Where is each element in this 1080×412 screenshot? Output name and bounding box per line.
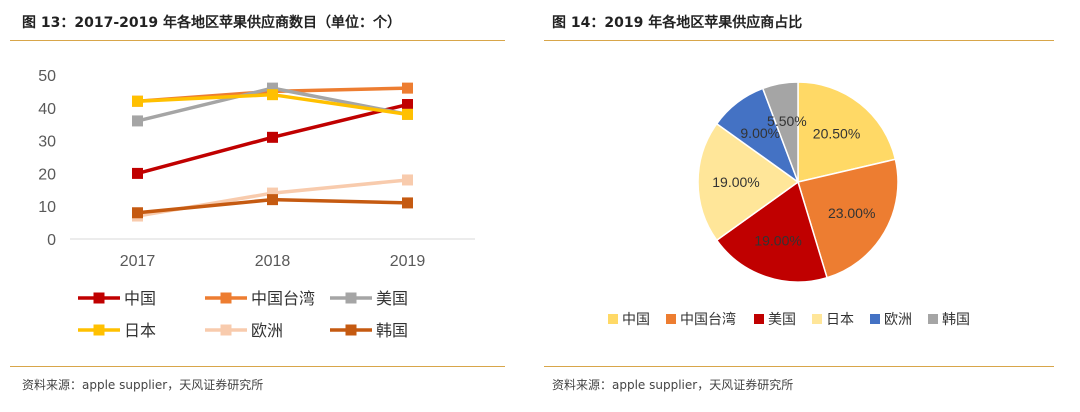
legend-label-5: 韩国 xyxy=(376,321,408,340)
pie-legend-label-0: 中国 xyxy=(622,312,650,328)
y-tick-label: 40 xyxy=(38,101,56,118)
series-point-4-2 xyxy=(402,174,413,186)
legend-label-2: 美国 xyxy=(376,289,408,308)
pie-legend-label-2: 美国 xyxy=(768,312,796,328)
x-tick-label: 2018 xyxy=(255,253,291,270)
series-point-3-0 xyxy=(132,95,143,107)
series-point-3-1 xyxy=(267,89,278,101)
left-source-note: 资料来源：apple supplier，天风证券研究所 xyxy=(22,378,264,392)
series-point-4-1 xyxy=(267,187,278,199)
series-point-3-2 xyxy=(402,108,413,120)
x-tick-label: 2017 xyxy=(120,253,156,270)
y-tick-label: 50 xyxy=(38,68,56,85)
pie-slice-2 xyxy=(715,180,828,283)
series-point-5-2 xyxy=(402,197,413,209)
series-point-5-1 xyxy=(267,194,278,206)
right-figure-panel: 图 14：2019 年各地区苹果供应商占比 20.50% 23.00% 19.00%… xyxy=(540,0,1080,412)
series-point-0-2 xyxy=(402,99,413,111)
legend-marker-1 xyxy=(220,292,232,304)
pie-legend-label-4: 欧洲 xyxy=(884,312,912,328)
legend-marker-5 xyxy=(345,324,357,336)
pie-legend-swatch-0 xyxy=(608,314,618,324)
x-tick-label: 2019 xyxy=(390,253,426,270)
pie-chart: 20.50% 23.00% 19.00% 19.00% 9.00%5.50% 中国 中国台湾… xyxy=(608,81,970,328)
series-point-1-2 xyxy=(402,82,413,94)
pie-data-label-5: 5.50% xyxy=(767,113,807,129)
left-title-rule xyxy=(10,40,505,41)
pie-data-label-2: 19.00% xyxy=(754,233,801,249)
legend-label-3: 日本 xyxy=(124,321,156,340)
left-figure-title: 图 13：2017-2019 年各地区苹果供应商数目（单位：个） xyxy=(22,15,401,31)
series-point-0-1 xyxy=(267,131,278,143)
pie-legend-label-3: 日本 xyxy=(826,312,854,328)
pie-legend-swatch-3 xyxy=(812,314,822,324)
series-point-2-1 xyxy=(267,82,278,94)
pie-legend-swatch-2 xyxy=(754,314,764,324)
legend-label-1: 中国台湾 xyxy=(251,289,315,308)
pie-data-label-4: 9.00% xyxy=(740,125,780,141)
pie-data-label-3: 19.00% xyxy=(712,174,759,190)
legend-marker-0 xyxy=(93,292,105,304)
y-tick-label: 20 xyxy=(38,166,56,183)
pie-legend-label-5: 韩国 xyxy=(942,312,970,328)
series-point-2-0 xyxy=(132,115,143,127)
left-figure-panel: 图 13：2017-2019 年各地区苹果供应商数目（单位：个） 0 10 20 30… xyxy=(10,15,505,392)
pie-legend-swatch-5 xyxy=(928,314,938,324)
series-point-5-0 xyxy=(132,207,143,219)
right-title-rule xyxy=(544,40,1054,41)
left-source-rule xyxy=(10,366,505,367)
legend-marker-2 xyxy=(345,292,357,304)
y-tick-label: 30 xyxy=(38,134,56,151)
right-source-note: 资料来源：apple supplier，天风证券研究所 xyxy=(552,378,794,392)
series-point-0-0 xyxy=(132,167,143,179)
pie-legend-label-1: 中国台湾 xyxy=(680,311,736,328)
pie-data-label-1: 23.00% xyxy=(828,205,875,221)
pie-data-label-0: 20.50% xyxy=(813,125,860,141)
pie-slice-0 xyxy=(797,81,897,183)
pie-slice-3 xyxy=(697,122,800,242)
right-figure-title: 图 14：2019 年各地区苹果供应商占比 xyxy=(552,15,803,31)
legend-marker-4 xyxy=(220,324,232,336)
y-tick-label: 0 xyxy=(47,232,56,249)
pie-legend-swatch-1 xyxy=(666,314,676,324)
pie-slice-1 xyxy=(797,158,899,279)
y-tick-label: 10 xyxy=(38,199,56,216)
right-source-rule xyxy=(544,366,1054,367)
legend-label-4: 欧洲 xyxy=(251,321,283,340)
legend-marker-3 xyxy=(93,324,105,336)
pie-legend-swatch-4 xyxy=(870,314,880,324)
pie-slice-5 xyxy=(761,81,799,183)
legend-label-0: 中国 xyxy=(124,289,156,308)
